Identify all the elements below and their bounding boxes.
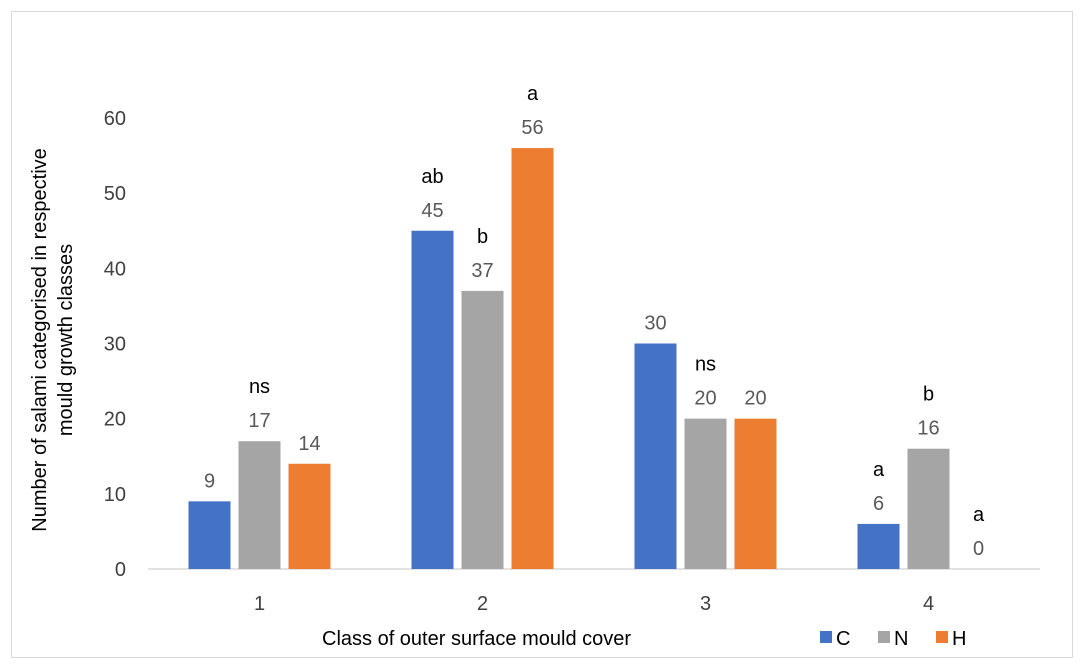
x-tick-label: 2 xyxy=(477,593,488,615)
significance-label: a xyxy=(873,459,885,481)
bar-c-class-1 xyxy=(188,501,231,569)
legend-swatch-c xyxy=(820,631,832,643)
x-tick-label: 4 xyxy=(923,593,934,615)
bar-n-class-4 xyxy=(907,448,950,569)
significance-label: ns xyxy=(695,354,716,376)
bar-c-class-2 xyxy=(411,230,454,569)
y-axis-title-line-2: mould growth classes xyxy=(55,244,77,436)
y-tick-label: 20 xyxy=(104,409,126,431)
y-tick-label: 60 xyxy=(104,108,126,130)
legend-label-c: C xyxy=(836,628,850,650)
bar-h-class-2 xyxy=(511,148,554,570)
x-axis-ticks: 1 2 3 4 xyxy=(254,593,934,615)
legend-swatch-h xyxy=(936,631,948,643)
x-axis-title: Class of outer surface mould cover xyxy=(322,628,631,650)
bar-c-class-3 xyxy=(634,343,677,569)
x-tick-label: 1 xyxy=(254,593,265,615)
bar-n-class-1 xyxy=(238,441,281,569)
significance-label: a xyxy=(973,504,985,526)
data-label-h-class-3: 20 xyxy=(744,388,766,410)
legend-swatch-n xyxy=(878,631,890,643)
significance-label: ab xyxy=(421,166,443,188)
bar-n-class-2 xyxy=(461,290,504,569)
data-label-h-class-2: 56 xyxy=(521,117,543,139)
legend-label-h: H xyxy=(952,628,966,650)
significance-label: b xyxy=(477,226,488,248)
y-axis-title-line-1: Number of salami categorised in respecti… xyxy=(29,148,51,532)
data-label-c-class-3: 30 xyxy=(644,313,666,335)
bar-n-class-3 xyxy=(684,418,727,569)
data-label-n-class-4: 16 xyxy=(917,418,939,440)
significance-label: b xyxy=(923,384,934,406)
y-axis-ticks: 0 10 20 30 40 50 60 xyxy=(104,108,126,581)
data-label-h-class-4: 0 xyxy=(973,538,984,560)
data-label-n-class-2: 37 xyxy=(471,260,493,282)
y-tick-label: 50 xyxy=(104,183,126,205)
data-label-h-class-1: 14 xyxy=(298,433,320,455)
significance-label: ns xyxy=(249,376,270,398)
x-tick-label: 3 xyxy=(700,593,711,615)
legend-label-n: N xyxy=(894,628,908,650)
bar-h-class-1 xyxy=(288,463,331,569)
bar-h-class-3 xyxy=(734,418,777,569)
data-label-n-class-1: 17 xyxy=(248,410,270,432)
data-label-c-class-4: 6 xyxy=(873,493,884,515)
y-tick-label: 40 xyxy=(104,258,126,280)
data-label-c-class-1: 9 xyxy=(204,470,215,492)
y-tick-label: 30 xyxy=(104,334,126,356)
y-tick-label: 0 xyxy=(115,559,126,581)
bar-c-class-4 xyxy=(857,523,900,569)
data-label-c-class-2: 45 xyxy=(421,200,443,222)
significance-label: a xyxy=(527,83,539,105)
data-label-n-class-3: 20 xyxy=(694,388,716,410)
y-tick-label: 10 xyxy=(104,484,126,506)
